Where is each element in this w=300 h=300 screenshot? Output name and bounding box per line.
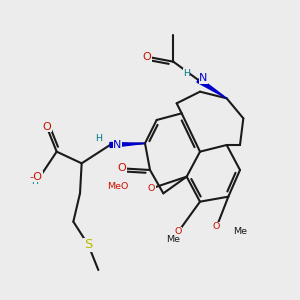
Text: H: H xyxy=(183,69,190,78)
Text: -O: -O xyxy=(30,172,43,182)
Text: O: O xyxy=(175,227,182,236)
Text: MeO: MeO xyxy=(107,182,128,191)
Text: O: O xyxy=(142,52,151,62)
Text: N: N xyxy=(113,140,122,150)
Text: Me: Me xyxy=(166,236,180,244)
Text: N: N xyxy=(199,73,208,83)
Polygon shape xyxy=(110,142,145,148)
Text: O: O xyxy=(213,222,220,231)
Text: O: O xyxy=(42,122,51,132)
Text: H: H xyxy=(31,177,38,186)
Text: O: O xyxy=(117,163,126,173)
Text: Me: Me xyxy=(233,227,247,236)
Text: H: H xyxy=(95,134,102,143)
Text: S: S xyxy=(84,238,92,251)
Polygon shape xyxy=(197,78,227,98)
Text: O: O xyxy=(148,184,155,193)
